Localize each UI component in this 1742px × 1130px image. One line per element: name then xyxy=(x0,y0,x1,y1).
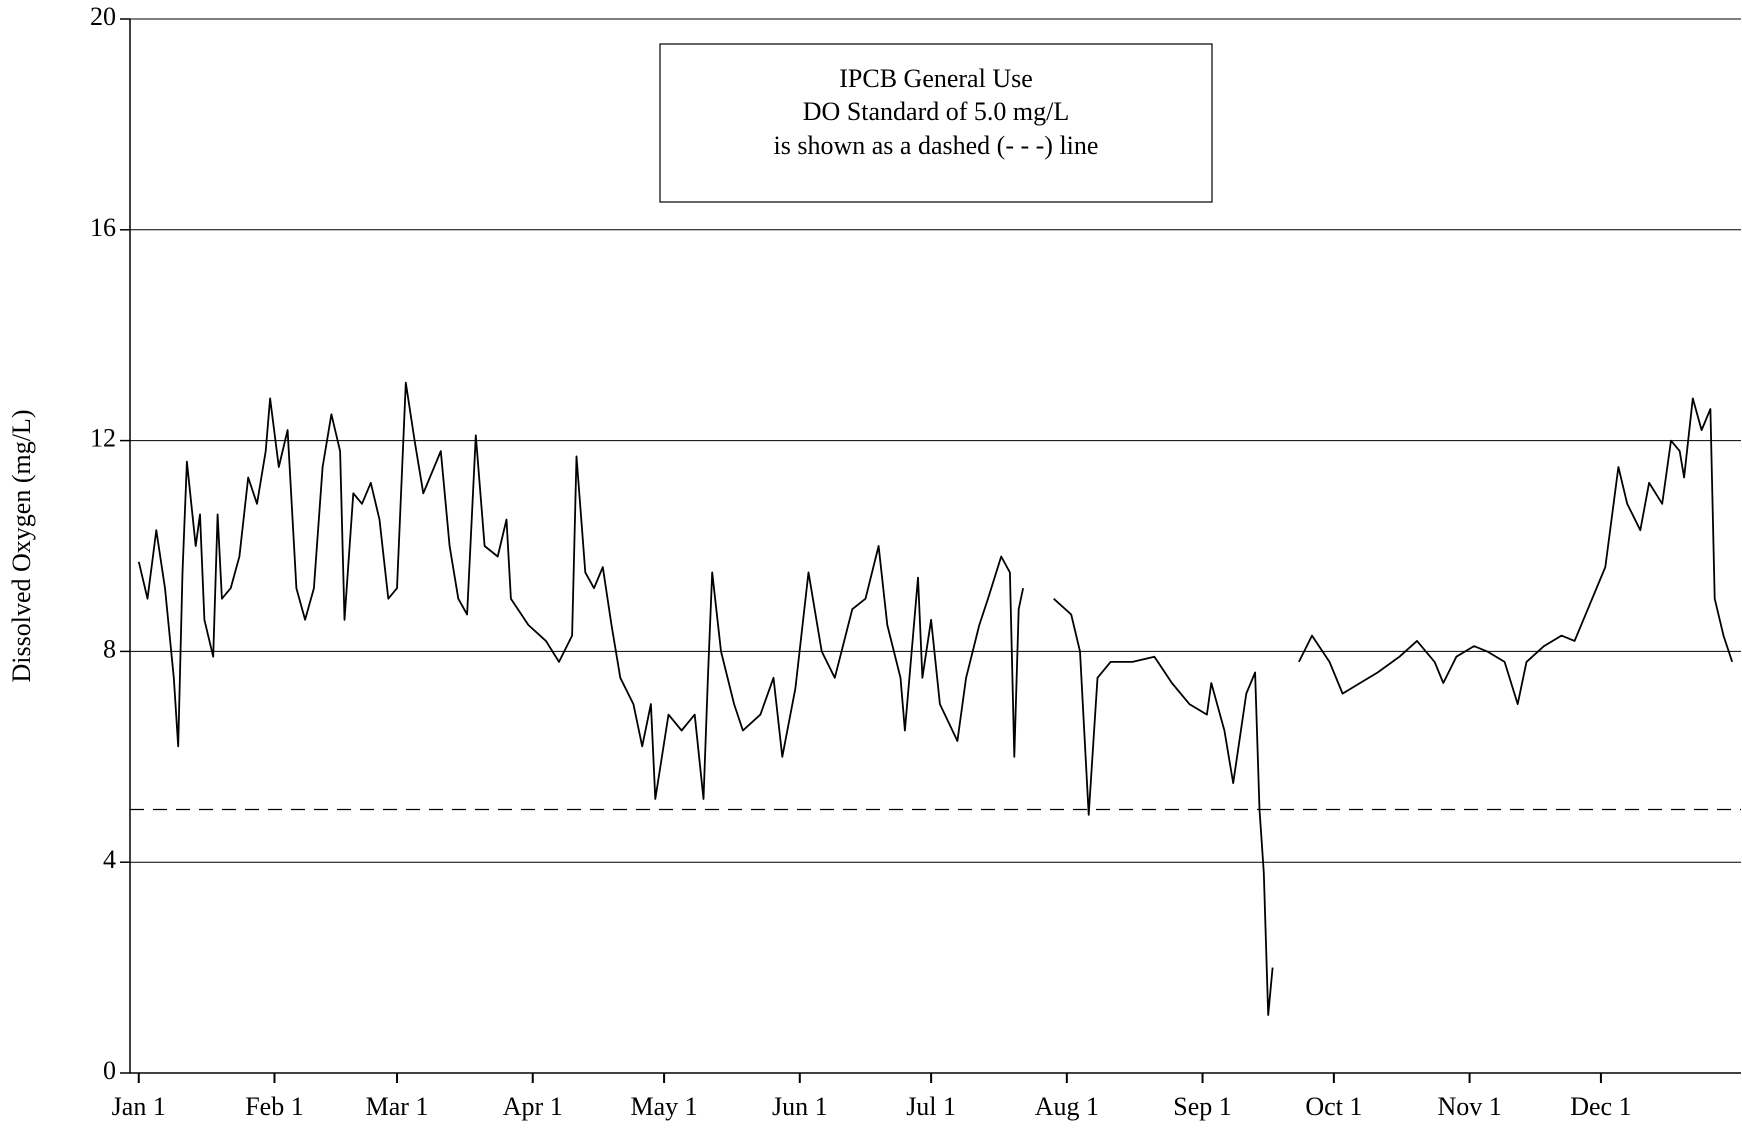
data-line xyxy=(137,381,1734,1016)
x-tick-label: Aug 1 xyxy=(1035,1092,1099,1121)
x-tick-label: Mar 1 xyxy=(366,1092,429,1121)
y-tick-label: 4 xyxy=(103,845,116,874)
annotation-box xyxy=(659,43,1213,203)
y-tick-label: 8 xyxy=(103,634,116,663)
y-tick-label: 16 xyxy=(90,213,116,242)
x-tick-label: Jan 1 xyxy=(112,1092,166,1121)
x-tick-label: Jun 1 xyxy=(772,1092,828,1121)
x-tick-label: Apr 1 xyxy=(503,1092,563,1121)
annotation-line: DO Standard of 5.0 mg/L xyxy=(803,97,1069,126)
y-tick-label: 12 xyxy=(90,424,116,453)
y-tick-label: 20 xyxy=(90,2,116,31)
annotation-line: IPCB General Use xyxy=(839,64,1033,93)
x-tick-label: Dec 1 xyxy=(1570,1092,1631,1121)
x-tick-label: May 1 xyxy=(630,1092,697,1121)
y-tick-label: 0 xyxy=(103,1056,116,1085)
x-tick-label: Nov 1 xyxy=(1437,1092,1501,1121)
x-tick-label: Jul 1 xyxy=(906,1092,956,1121)
y-axis-label: Dissolved Oxygen (mg/L) xyxy=(7,410,36,683)
x-tick-label: Sep 1 xyxy=(1173,1092,1232,1121)
x-tick-label: Oct 1 xyxy=(1305,1092,1362,1121)
x-tick-label: Feb 1 xyxy=(245,1092,304,1121)
annotation-line: is shown as a dashed (- - -) line xyxy=(774,131,1099,160)
